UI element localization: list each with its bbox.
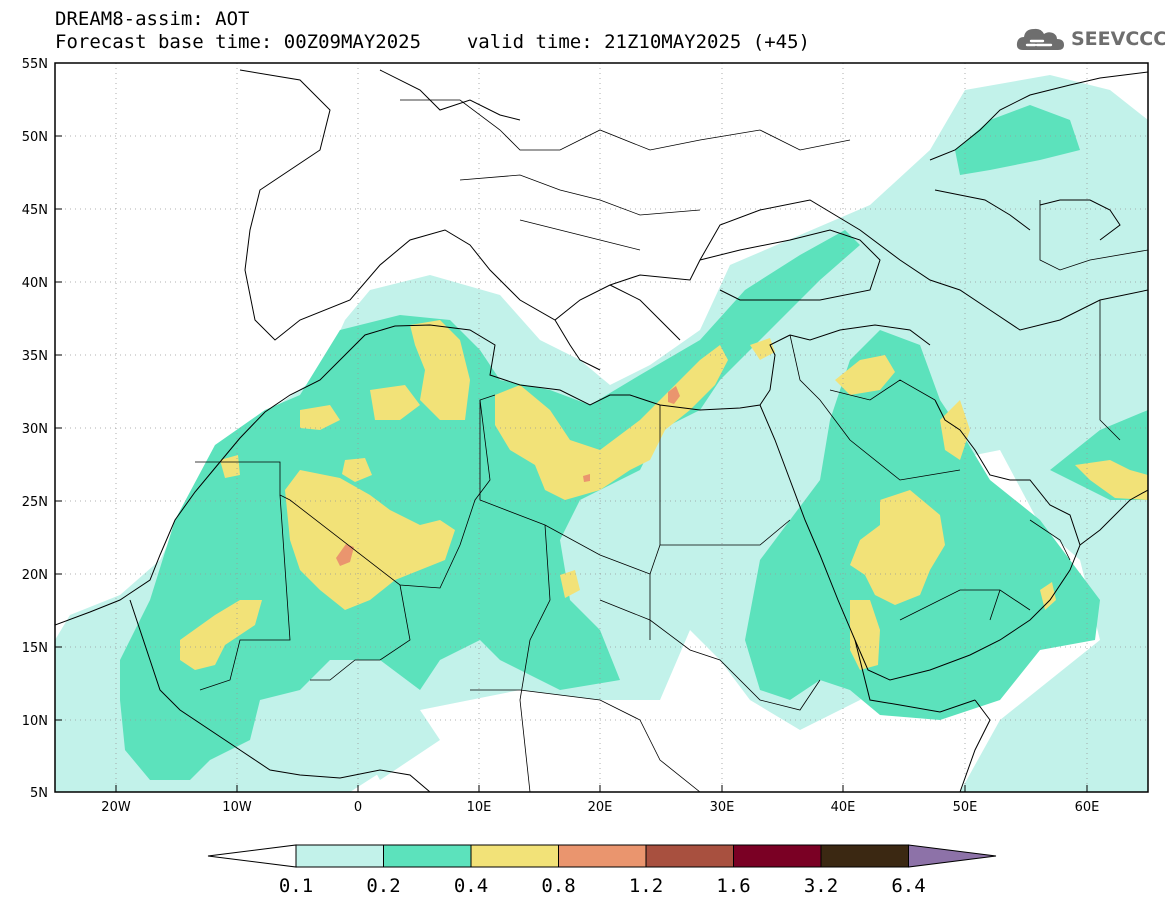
lat-labels: 55N 50N 45N 40N 35N 30N 25N 20N 15N 10N …: [22, 57, 48, 801]
colorbar-segment: [558, 844, 647, 868]
aot-field: [55, 75, 1148, 792]
lat-label: 25N: [22, 495, 48, 510]
lon-label: 0: [354, 800, 362, 815]
colorbar: [207, 844, 997, 868]
lat-label: 45N: [22, 203, 48, 218]
product-title: DREAM8-assim: AOT: [55, 8, 250, 30]
lat-label: 50N: [22, 130, 48, 145]
colorbar-segment: [645, 844, 734, 868]
colorbar-labels: 0.1 0.2 0.4 0.8 1.2 1.6 3.2 6.4: [279, 875, 926, 897]
lon-labels: 20W 10W 0 10E 20E 30E 40E 50E 60E: [101, 800, 1099, 815]
lat-label: 5N: [30, 786, 48, 801]
lat-label: 15N: [22, 641, 48, 656]
lon-label: 30E: [710, 800, 735, 815]
colorbar-segment-under: [207, 844, 297, 868]
colorbar-segment: [470, 844, 559, 868]
colorbar-label: 3.2: [804, 875, 838, 897]
colorbar-segment-over: [908, 844, 997, 868]
lat-label: 35N: [22, 349, 48, 364]
colorbar-label: 0.2: [366, 875, 400, 897]
colorbar-segment: [733, 844, 822, 868]
colorbar-segment: [820, 844, 909, 868]
lon-label: 20E: [588, 800, 613, 815]
lat-label: 20N: [22, 568, 48, 583]
colorbar-label: 1.2: [629, 875, 663, 897]
graticule: [55, 63, 1148, 792]
lon-label: 50E: [953, 800, 978, 815]
lon-label: 60E: [1075, 800, 1100, 815]
cloud-icon: [1016, 28, 1064, 50]
lat-label: 10N: [22, 714, 48, 729]
colorbar-label: 0.8: [541, 875, 575, 897]
lat-label: 55N: [22, 57, 48, 72]
time-line: Forecast base time: 00Z09MAY2025 valid t…: [55, 31, 810, 54]
aot-level-0.8: [336, 386, 680, 566]
base-time-label: Forecast base time: 00Z09MAY2025: [55, 31, 422, 53]
country-borders: [195, 99, 1148, 792]
aot-level-0.4: [180, 320, 1148, 670]
seevccc-logo: SEEVCCC: [1015, 22, 1165, 56]
lon-label: 20W: [101, 800, 131, 815]
colorbar-label: 0.1: [279, 875, 313, 897]
lon-label: 40E: [831, 800, 856, 815]
lon-label: 10E: [467, 800, 492, 815]
lon-label: 10W: [222, 800, 252, 815]
tick-marks: [55, 135, 1088, 792]
colorbar-segment: [383, 844, 472, 868]
colorbar-segment: [295, 844, 384, 868]
lat-label: 30N: [22, 422, 48, 437]
colorbar-label: 6.4: [891, 875, 925, 897]
map-header: DREAM8-assim: AOT Forecast base time: 00…: [55, 8, 810, 54]
logo-text: SEEVCCC: [1071, 28, 1165, 50]
lat-label: 40N: [22, 276, 48, 291]
colorbar-label: 1.6: [716, 875, 750, 897]
colorbar-label: 0.4: [454, 875, 488, 897]
valid-time-label: valid time: 21Z10MAY2025 (+45): [466, 31, 810, 53]
coastlines: [55, 69, 1148, 792]
